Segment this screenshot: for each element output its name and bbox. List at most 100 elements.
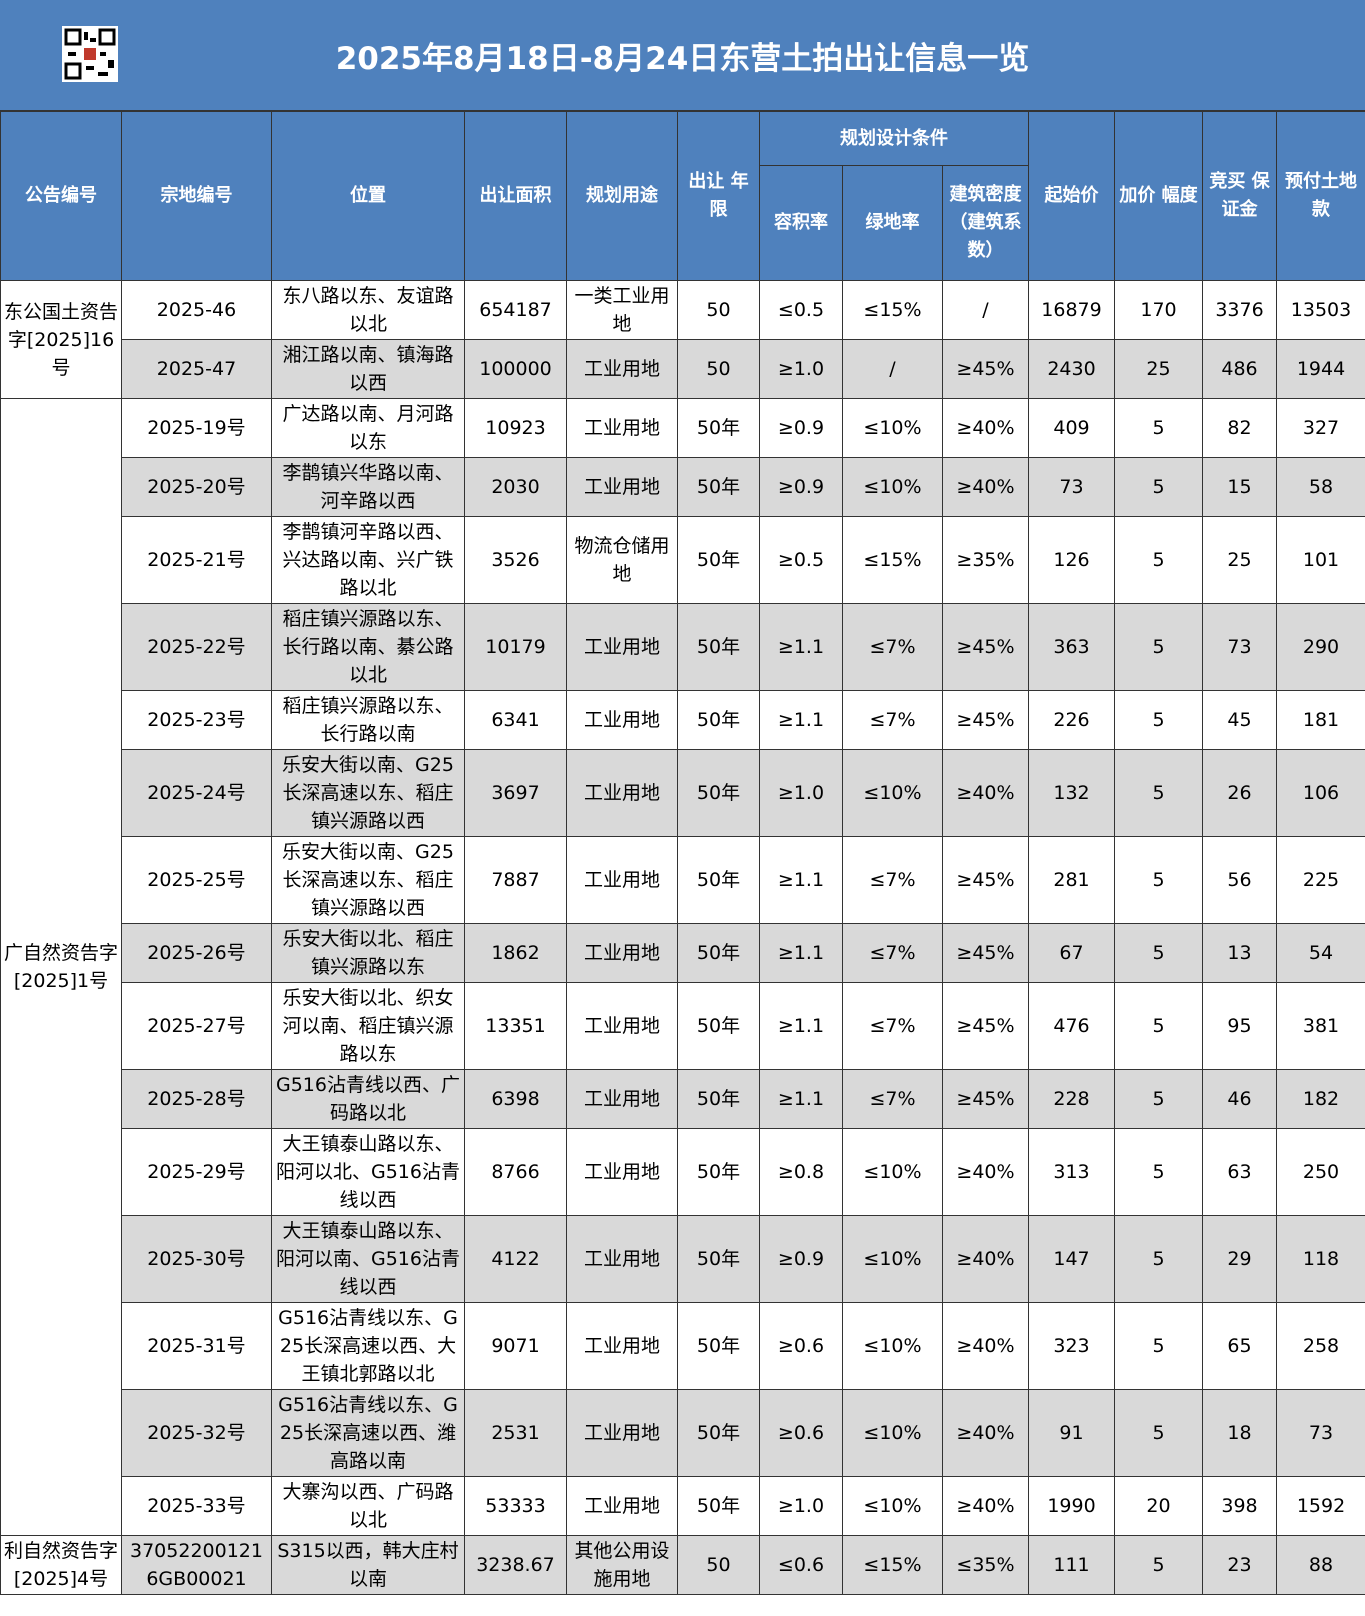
table-cell: ≤10%	[842, 1128, 943, 1216]
table-cell: 26	[1202, 749, 1278, 837]
table-cell: 50	[677, 339, 760, 399]
table-cell: 2430	[1028, 339, 1116, 399]
notice-cell: 广自然资告字[2025]1号	[0, 398, 122, 1536]
table-cell: 126	[1028, 516, 1116, 604]
table-cell: 50年	[677, 516, 760, 604]
table-cell: 50年	[677, 690, 760, 750]
table-cell: 54	[1276, 923, 1365, 983]
table-cell: 15	[1202, 457, 1278, 517]
table-cell: 56	[1202, 836, 1278, 924]
table-cell: ≥40%	[941, 1476, 1030, 1536]
table-row: 利自然资告字[2025]4号 370522001216GB00021 S315以西，…	[0, 1535, 1365, 1595]
table-cell: 18	[1202, 1389, 1278, 1477]
column-header: 规划用途	[566, 111, 678, 281]
table-cell: 50年	[677, 749, 760, 837]
table-cell: 100000	[464, 339, 567, 399]
table-cell: 73	[1276, 1389, 1365, 1477]
table-cell: 95	[1202, 982, 1278, 1070]
table-row: 2025-29号 大王镇泰山路以东、阳河以北、G516沾青线以西 8766 工业用地 5…	[1, 1128, 1365, 1216]
table-cell: 大王镇泰山路以东、阳河以南、G516沾青线以西	[271, 1215, 465, 1303]
table-cell: ≤7%	[842, 690, 943, 750]
table-cell: ≤35%	[941, 1535, 1030, 1595]
table-cell: 25	[1114, 339, 1204, 399]
table-cell: 91	[1028, 1389, 1116, 1477]
table-cell: /	[941, 280, 1030, 340]
table-cell: 5	[1114, 1128, 1204, 1216]
table-cell: 2025-46	[121, 280, 272, 340]
table-cell: 5	[1114, 516, 1204, 604]
table-cell: 工业用地	[566, 1476, 678, 1536]
table-cell: 5	[1114, 1069, 1204, 1129]
table-cell: 5	[1114, 398, 1204, 458]
table-cell: 2025-22号	[121, 603, 272, 691]
table-cell: 2025-29号	[121, 1128, 272, 1216]
table-cell: 2025-21号	[121, 516, 272, 604]
table-cell: 654187	[464, 280, 567, 340]
table-cell: 50	[677, 1535, 760, 1595]
table-cell: 8766	[464, 1128, 567, 1216]
column-header: 位置	[271, 111, 465, 281]
table-cell: 工业用地	[566, 1215, 678, 1303]
table-cell: 3697	[464, 749, 567, 837]
table-cell: 225	[1276, 836, 1365, 924]
table-cell: 476	[1028, 982, 1116, 1070]
table-cell: 大王镇泰山路以东、阳河以北、G516沾青线以西	[271, 1128, 465, 1216]
table-cell: 李鹊镇兴华路以南、河辛路以西	[271, 457, 465, 517]
table-cell: 67	[1028, 923, 1116, 983]
table-cell: 88	[1276, 1535, 1365, 1595]
table-cell: ≤15%	[842, 1535, 943, 1595]
table-cell: 广达路以南、月河路以东	[271, 398, 465, 458]
table-row: 2025-27号 乐安大街以北、织女河以南、稻庄镇兴源路以东 13351 工业用地 50…	[1, 982, 1365, 1070]
table-cell: 工业用地	[566, 457, 678, 517]
column-header: 竞买 保证金	[1202, 111, 1278, 281]
table-cell: ≥40%	[941, 1215, 1030, 1303]
table-cell: 工业用地	[566, 749, 678, 837]
table-cell: 50年	[677, 1476, 760, 1536]
table-body: 东公国土资告字[2025]16号 2025-46 东八路以东、友谊路以北 654187…	[0, 280, 1365, 1595]
header-row: 容积率 绿地率 建筑密度（建筑系数）	[1, 165, 1365, 281]
table-cell: 5	[1114, 457, 1204, 517]
table-cell: ≥0.8	[759, 1128, 843, 1216]
table-cell: ≥45%	[941, 339, 1030, 399]
table-cell: 13503	[1276, 280, 1365, 340]
table-cell: 9071	[464, 1302, 567, 1390]
table-cell: ≥1.1	[759, 923, 843, 983]
table-cell: ≤0.6	[759, 1535, 843, 1595]
table-cell: 323	[1028, 1302, 1116, 1390]
table-cell: 65	[1202, 1302, 1278, 1390]
table-cell: 工业用地	[566, 836, 678, 924]
table-cell: 50年	[677, 457, 760, 517]
table-cell: 3238.67	[464, 1535, 567, 1595]
column-header: 出让 年限	[677, 111, 760, 281]
table-cell: 50年	[677, 1069, 760, 1129]
table-cell: 370522001216GB00021	[121, 1535, 272, 1595]
table-cell: 290	[1276, 603, 1365, 691]
table-row: 2025-25号 乐安大街以南、G25长深高速以东、稻庄镇兴源路以西 7887 工业用…	[1, 836, 1365, 924]
table-cell: 2025-47	[121, 339, 272, 399]
table-row: 2025-22号 稻庄镇兴源路以东、长行路以南、綦公路以北 10179 工业用地 50年…	[1, 603, 1365, 691]
table-cell: 50年	[677, 1215, 760, 1303]
table-row: 2025-28号 G516沾青线以西、广码路以北 6398 工业用地 50年 ≥1.1 ≤7…	[1, 1069, 1365, 1129]
table-cell: 398	[1202, 1476, 1278, 1536]
table-cell: 50年	[677, 603, 760, 691]
column-header: 容积率	[759, 165, 843, 281]
table-cell: 2025-31号	[121, 1302, 272, 1390]
table-cell: 稻庄镇兴源路以东、长行路以南、綦公路以北	[271, 603, 465, 691]
header-row: 公告编号 宗地编号 位置 出让面积 规划用途 出让 年限 规划设计条件 起始价 …	[0, 111, 1365, 281]
table-cell: 181	[1276, 690, 1365, 750]
column-header: 绿地率	[842, 165, 943, 281]
table-cell: 工业用地	[566, 982, 678, 1070]
table-cell: 工业用地	[566, 690, 678, 750]
table-row: 2025-47 湘江路以南、镇海路以西 100000 工业用地 50 ≥1.0/≥45% 2…	[1, 339, 1365, 399]
table-cell: 147	[1028, 1215, 1116, 1303]
table-cell: ≥45%	[941, 603, 1030, 691]
table-cell: 2025-33号	[121, 1476, 272, 1536]
table-cell: 13351	[464, 982, 567, 1070]
table-cell: 281	[1028, 836, 1116, 924]
table-cell: 23	[1202, 1535, 1278, 1595]
table-cell: 乐安大街以北、织女河以南、稻庄镇兴源路以东	[271, 982, 465, 1070]
land-table: 公告编号 宗地编号 位置 出让面积 规划用途 出让 年限 规划设计条件 起始价 …	[0, 111, 1365, 1595]
table-cell: 乐安大街以南、G25长深高速以东、稻庄镇兴源路以西	[271, 749, 465, 837]
table-cell: 2025-30号	[121, 1215, 272, 1303]
